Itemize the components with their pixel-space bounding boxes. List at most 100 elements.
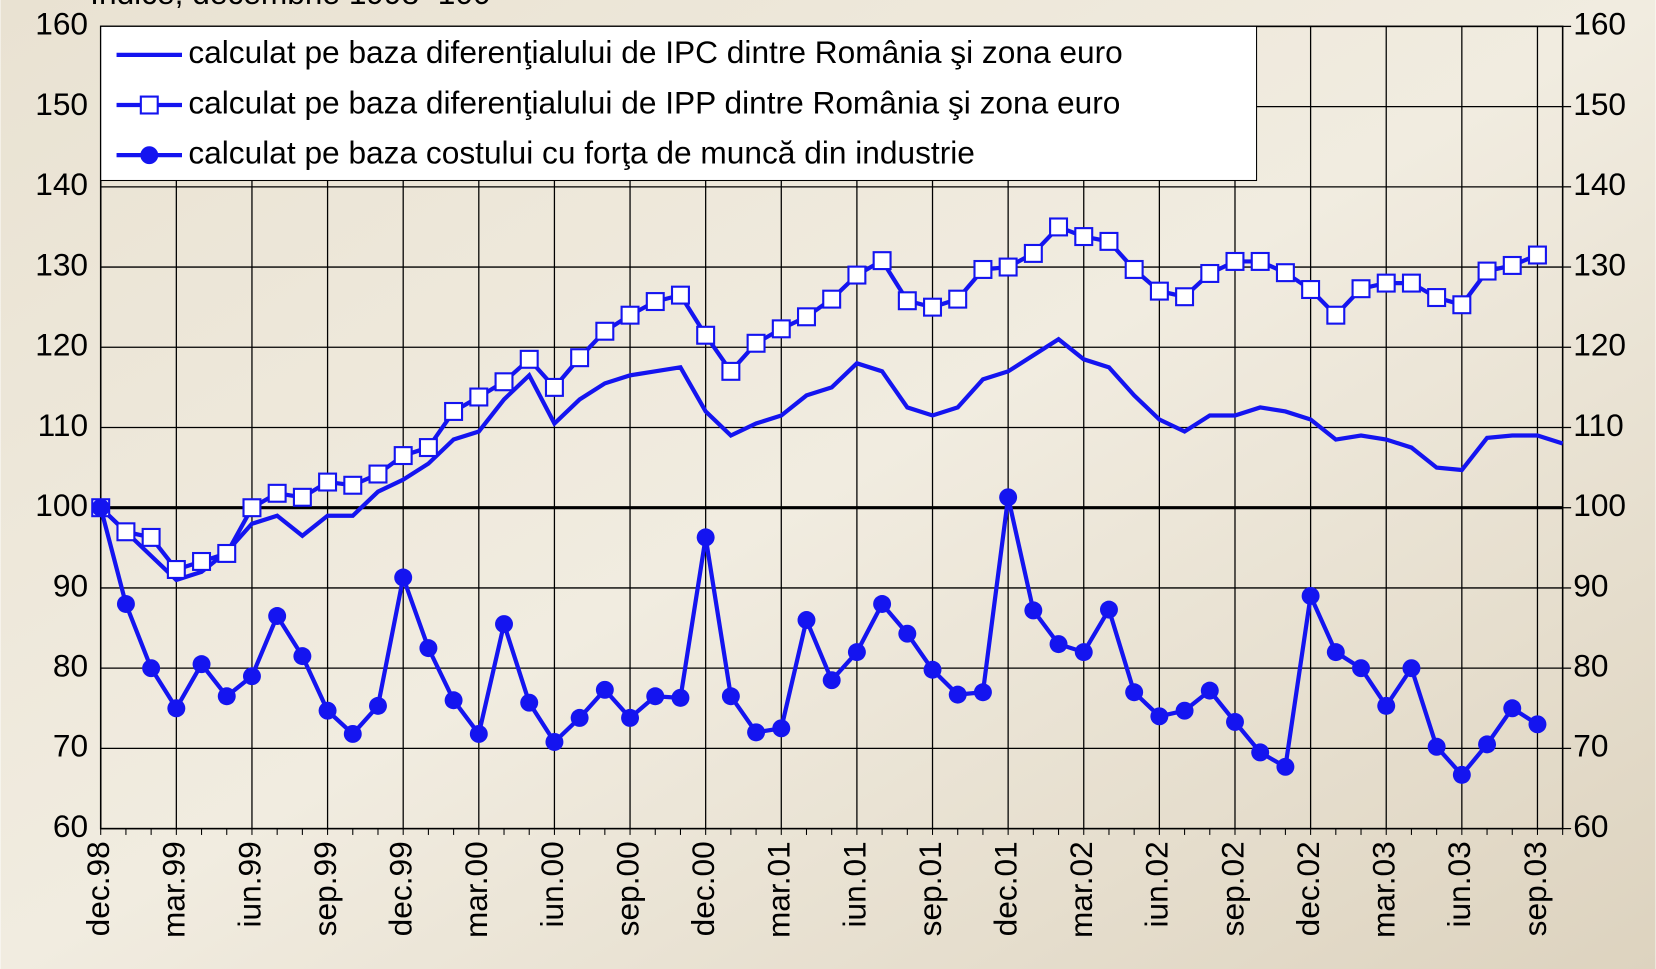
marker-circle — [293, 647, 312, 666]
marker-square — [696, 325, 716, 345]
x-tick-label: mar.03 — [1366, 841, 1402, 938]
marker-circle — [1200, 681, 1219, 700]
series-line — [98, 496, 1539, 779]
marker-square — [192, 551, 212, 571]
legend: calculat pe baza diferenţialului de IPC … — [100, 25, 1258, 182]
y-tick-label: 130 — [35, 246, 88, 282]
marker-circle — [1226, 712, 1244, 731]
marker-circle — [1478, 735, 1497, 754]
marker-circle — [545, 732, 564, 751]
marker-square — [595, 321, 615, 341]
x-tick-label: sep.99 — [307, 841, 343, 936]
marker-circle — [268, 607, 287, 625]
series-line — [99, 224, 1539, 572]
marker-square — [721, 361, 741, 381]
marker-square — [645, 292, 665, 312]
x-tick-label: mar.01 — [761, 841, 797, 938]
x-tick-label: sep.02 — [1214, 841, 1250, 936]
series-line — [99, 336, 1564, 583]
y-tick-label: 110 — [38, 407, 88, 443]
marker-square — [418, 438, 438, 458]
marker-circle — [1175, 701, 1194, 720]
marker-square — [973, 259, 993, 279]
marker-circle — [1402, 659, 1421, 678]
marker-square — [393, 446, 413, 466]
legend-box — [100, 25, 1258, 182]
marker-circle — [520, 693, 539, 712]
x-tick-label: mar.02 — [1063, 841, 1099, 938]
marker-circle — [1377, 696, 1396, 715]
x-tick-label: iun.01 — [836, 841, 872, 927]
x-tick-label: dec.99 — [383, 841, 419, 936]
marker-circle — [1528, 715, 1547, 734]
marker-square — [1427, 288, 1447, 308]
marker-square — [998, 257, 1018, 277]
y-tick-label: 140 — [35, 166, 88, 202]
x-tick-label: mar.00 — [458, 841, 494, 938]
x-tick-label: mar.99 — [156, 841, 192, 938]
marker-circle — [343, 724, 362, 743]
marker-circle — [444, 691, 463, 710]
marker-circle — [847, 643, 866, 662]
x-tick-label: iun.03 — [1441, 841, 1477, 927]
marker-circle — [797, 611, 816, 630]
legend-circle — [140, 146, 159, 165]
marker-square — [1225, 251, 1245, 271]
marker-circle — [1150, 707, 1169, 726]
marker-circle — [217, 687, 236, 706]
marker-square — [217, 543, 237, 563]
y2-tick-label: 80 — [1573, 648, 1608, 684]
marker-square — [1527, 245, 1547, 265]
marker-circle — [999, 488, 1018, 507]
marker-square — [1049, 217, 1069, 237]
y2-tick-label: 100 — [1573, 487, 1626, 523]
marker-circle — [1352, 659, 1370, 678]
marker-square — [1376, 273, 1396, 293]
y2-tick-label: 130 — [1573, 246, 1626, 282]
y2-tick-label: 110 — [1573, 407, 1623, 443]
y2-tick-label: 140 — [1573, 166, 1626, 202]
marker-square — [1502, 255, 1522, 275]
legend-square — [139, 95, 159, 115]
x-tick-label: dec.01 — [987, 841, 1023, 936]
marker-square — [292, 487, 312, 507]
marker-circle — [1049, 635, 1068, 654]
marker-circle — [1427, 737, 1446, 756]
marker-square — [494, 372, 514, 392]
y2-tick-label: 90 — [1573, 567, 1608, 603]
marker-square — [141, 527, 161, 547]
marker-square — [318, 472, 338, 492]
y-tick-label: 120 — [35, 327, 88, 363]
marker-square — [923, 297, 943, 317]
chart-title: Indice, decembrie 1998=100 — [90, 0, 490, 11]
marker-square — [444, 401, 464, 421]
marker-circle — [91, 498, 110, 517]
x-tick-label: iun.00 — [534, 841, 570, 927]
marker-circle — [898, 624, 917, 643]
marker-square — [1351, 279, 1371, 299]
marker-circle — [721, 687, 740, 706]
y2-tick-label: 120 — [1573, 327, 1626, 363]
legend-label: calculat pe baza costului cu forţa de mu… — [188, 135, 975, 171]
marker-circle — [469, 724, 488, 743]
marker-circle — [1024, 601, 1043, 620]
marker-square — [822, 289, 842, 309]
marker-square — [620, 305, 640, 325]
marker-circle — [1125, 683, 1144, 702]
marker-square — [746, 333, 766, 353]
x-tick-label: dec.00 — [685, 841, 721, 936]
marker-circle — [1452, 765, 1471, 784]
marker-circle — [318, 701, 337, 720]
marker-circle — [696, 528, 715, 547]
y-tick-label: 60 — [53, 808, 88, 844]
marker-square — [1074, 227, 1094, 247]
marker-square — [469, 387, 489, 407]
marker-circle — [621, 708, 640, 727]
marker-square — [1175, 287, 1195, 307]
marker-circle — [671, 688, 690, 707]
marker-circle — [1301, 586, 1320, 605]
marker-circle — [419, 639, 438, 658]
marker-square — [570, 348, 590, 368]
x-tick-label: sep.03 — [1517, 841, 1553, 936]
